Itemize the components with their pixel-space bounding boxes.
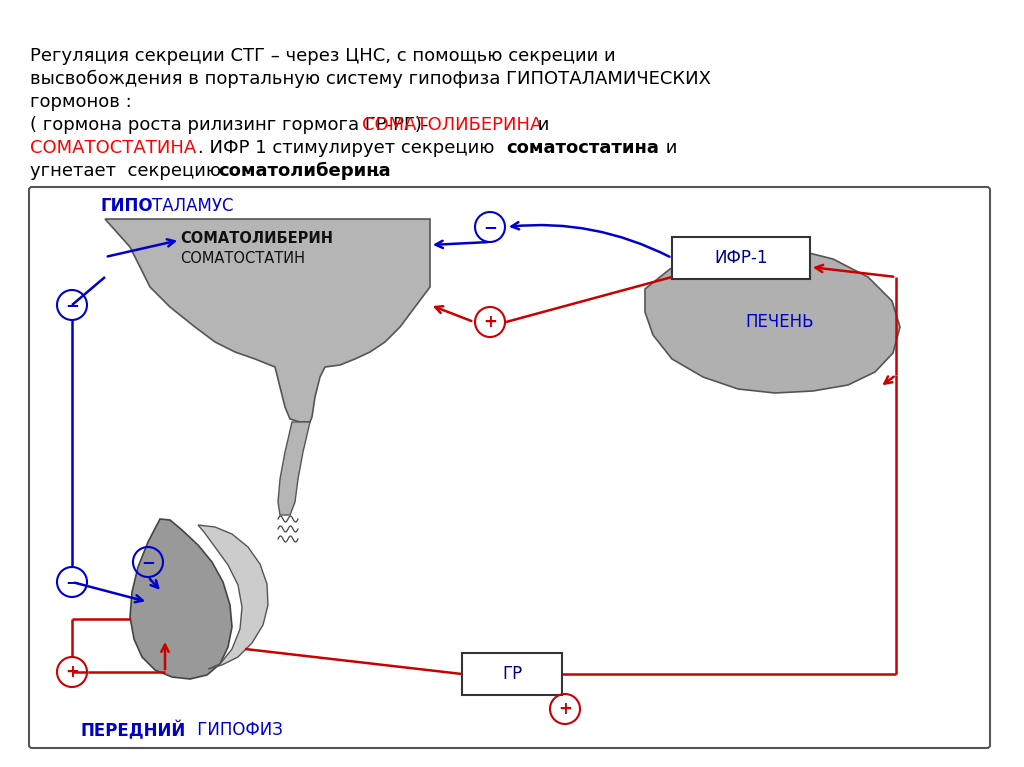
- Text: ТАЛАМУС: ТАЛАМУС: [152, 197, 233, 215]
- Text: +: +: [558, 700, 572, 718]
- Text: угнетает  секрецию: угнетает секрецию: [30, 162, 227, 180]
- Text: соматостатина: соматостатина: [506, 139, 658, 157]
- Text: ИФР-1: ИФР-1: [715, 249, 768, 267]
- Text: ПЕРЕДНИЙ: ПЕРЕДНИЙ: [80, 721, 185, 740]
- Text: СОМАТОЛИБЕРИН: СОМАТОЛИБЕРИН: [180, 231, 333, 246]
- Text: высвобождения в портальную систему гипофиза ГИПОТАЛАМИЧЕСКИХ: высвобождения в портальную систему гипоф…: [30, 70, 711, 88]
- Text: ГИПО: ГИПО: [100, 197, 153, 215]
- Text: и: и: [660, 139, 677, 157]
- Text: ПЕЧЕНЬ: ПЕЧЕНЬ: [745, 313, 814, 331]
- Text: СОМАТОЛИБЕРИНА: СОМАТОЛИБЕРИНА: [362, 116, 543, 134]
- Bar: [462, 653, 562, 695]
- Text: СОМАТОСТАТИНА: СОМАТОСТАТИНА: [30, 139, 197, 157]
- Polygon shape: [105, 219, 430, 422]
- Text: . ИФР 1 стимулирует секрецию: . ИФР 1 стимулирует секрецию: [198, 139, 501, 157]
- Polygon shape: [198, 525, 268, 669]
- Text: ГИПОФИЗ: ГИПОФИЗ: [193, 721, 283, 739]
- Text: ( гормона роста рилизинг гормога ГР-РГ)-: ( гормона роста рилизинг гормога ГР-РГ)-: [30, 116, 434, 134]
- Text: −: −: [141, 553, 155, 571]
- Text: +: +: [483, 313, 497, 331]
- FancyBboxPatch shape: [29, 187, 990, 748]
- Text: и: и: [532, 116, 549, 134]
- Text: Регуляция секреции СТГ – через ЦНС, с помощью секреции и: Регуляция секреции СТГ – через ЦНС, с по…: [30, 47, 615, 65]
- Text: ГР: ГР: [502, 665, 522, 683]
- Text: .: .: [374, 162, 380, 180]
- Text: соматолиберина: соматолиберина: [218, 162, 390, 180]
- Text: −: −: [66, 573, 79, 591]
- Text: −: −: [483, 218, 497, 236]
- Polygon shape: [130, 519, 232, 679]
- Polygon shape: [278, 422, 310, 515]
- Polygon shape: [645, 247, 900, 393]
- Bar: [672, 237, 810, 279]
- Text: гормонов :: гормонов :: [30, 93, 132, 111]
- Text: +: +: [66, 663, 79, 681]
- Text: −: −: [66, 296, 79, 314]
- Text: СОМАТОСТАТИН: СОМАТОСТАТИН: [180, 251, 305, 266]
